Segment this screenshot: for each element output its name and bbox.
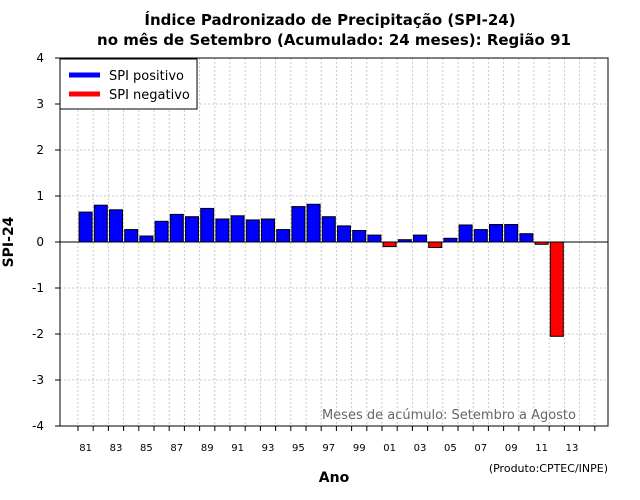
bar-1996 (306, 203, 321, 243)
y-axis-label: SPI-24 (1, 216, 17, 267)
bar-1984 (124, 229, 139, 243)
bar-2005 (443, 237, 458, 243)
y-tick-label: 0 (36, 235, 44, 249)
bar-1982 (93, 204, 108, 243)
x-tick-label: 09 (505, 443, 518, 454)
bar-1981 (78, 211, 93, 243)
bar-1986 (154, 220, 169, 243)
bar-1992 (245, 219, 260, 243)
legend-label-positive: SPI positivo (109, 69, 184, 84)
x-axis: 81 83 85 87 89 91 93 95 97 99 01 03 05 07 09 11 13 (77, 426, 596, 454)
x-tick-label: 13 (566, 443, 579, 454)
bar-2006 (458, 224, 473, 243)
x-tick-label: 93 (262, 443, 275, 454)
bar-1988 (185, 216, 199, 243)
bar-1993 (261, 218, 275, 243)
bar-1987 (169, 213, 184, 243)
bar-1990 (215, 218, 230, 243)
y-tick-label: 2 (36, 143, 44, 157)
y-tick-label: -3 (32, 373, 44, 387)
y-tick-label: 1 (36, 189, 44, 203)
y-axis: -4 -3 -2 -1 0 1 2 3 4 (32, 51, 60, 433)
chart-title-line-1: Índice Padronizado de Precipitação (SPI-… (144, 10, 515, 29)
bar-2010 (519, 233, 534, 243)
y-tick-label: 4 (36, 51, 44, 65)
bar-1994 (276, 229, 291, 243)
x-tick-label: 81 (79, 443, 92, 454)
product-credit: (Produto:CPTEC/INPE) (489, 462, 608, 475)
x-tick-label: 95 (292, 443, 305, 454)
x-tick-label: 83 (110, 443, 123, 454)
bar-2000 (367, 234, 382, 243)
bar-2012 (549, 241, 564, 337)
bar-1995 (291, 206, 306, 243)
x-tick-label: 87 (170, 443, 183, 454)
y-tick-label: -4 (32, 419, 44, 433)
x-tick-label: 99 (353, 443, 366, 454)
bar-1991 (230, 215, 245, 243)
x-tick-label: 01 (383, 443, 396, 454)
x-tick-label: 11 (535, 443, 548, 454)
bar-2009 (504, 224, 519, 243)
bar-2004 (428, 241, 443, 249)
bar-1985 (139, 235, 154, 243)
y-tick-label: -1 (32, 281, 44, 295)
y-tick-label: -2 (32, 327, 44, 341)
bar-2001 (382, 241, 397, 248)
bar-2003 (413, 234, 427, 243)
bar-1997 (321, 216, 336, 243)
x-tick-label: 97 (322, 443, 335, 454)
bar-1989 (200, 207, 215, 243)
x-axis-label: Ano (319, 470, 350, 486)
x-tick-label: 85 (140, 443, 153, 454)
chart-title-line-2: no mês de Setembro (Acumulado: 24 meses)… (97, 31, 571, 49)
legend-label-negative: SPI negativo (109, 88, 190, 103)
bar-2008 (489, 224, 503, 243)
accumulation-note: Meses de acúmulo: Setembro a Agosto (322, 408, 576, 423)
x-tick-label: 07 (474, 443, 487, 454)
bar-1998 (337, 225, 351, 243)
x-tick-label: 03 (414, 443, 427, 454)
bar-1999 (352, 230, 367, 243)
x-tick-label: 91 (231, 443, 244, 454)
legend-box (59, 58, 198, 110)
legend: SPI positivo SPI negativo (59, 58, 198, 110)
x-tick-label: 89 (201, 443, 214, 454)
bar-2007 (473, 229, 488, 243)
y-tick-label: 3 (36, 97, 44, 111)
bar-1983 (109, 209, 123, 243)
x-tick-label: 05 (444, 443, 457, 454)
